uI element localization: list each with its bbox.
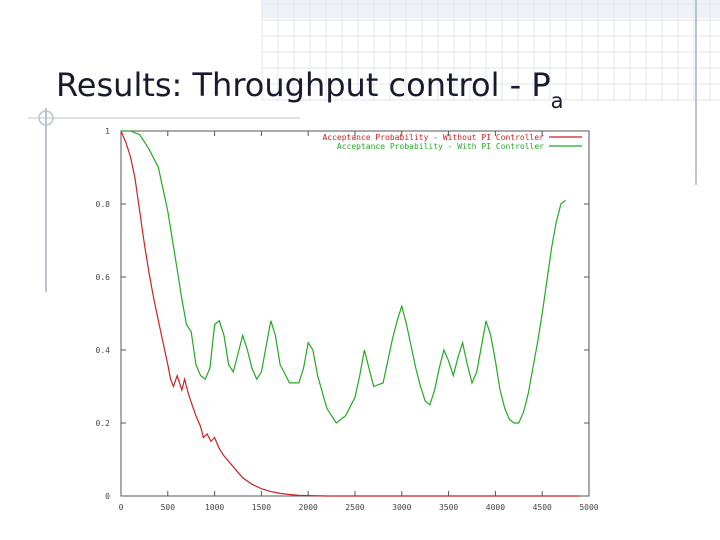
x-tick-label: 3000 [392,503,411,512]
y-tick-label: 0.8 [96,200,111,209]
x-tick-label: 500 [161,503,176,512]
legend-label-1: Acceptance Probability - Without PI Cont… [322,133,544,142]
x-tick-label: 4000 [486,503,505,512]
x-tick-label: 2500 [345,503,364,512]
y-tick-label: 0 [105,492,110,501]
x-tick-label: 1500 [252,503,271,512]
x-tick-label: 4500 [533,503,552,512]
slide-title-subscript: a [550,89,564,113]
legend-label-2: Acceptance Probability - With PI Control… [337,142,544,151]
y-tick-label: 0.4 [96,346,111,355]
slide-title: Results: Throughput control - Pa [56,66,564,113]
x-tick-label: 5000 [579,503,598,512]
top-right-grid-pattern [261,0,720,101]
x-tick-label: 2000 [299,503,318,512]
plot-frame [120,130,590,497]
y-tick-label: 0.2 [96,419,111,428]
series-layer [120,130,580,497]
x-axis-ticks: 0 500 1000 1500 2000 2500 3000 3500 4000 4500 5000 [119,131,599,512]
x-tick-label: 3500 [439,503,458,512]
x-tick-label: 0 [119,503,124,512]
y-tick-label: 1 [105,127,110,136]
y-axis-ticks: 0 0.2 0.4 0.6 0.8 1 [96,127,589,501]
chart-legend: Acceptance Probability - Without PI Cont… [322,133,582,151]
slide-title-main: Results: Throughput control - P [56,66,551,104]
x-tick-label: 1000 [205,503,224,512]
title-corner-circle [38,110,54,126]
series-line-1 [120,130,580,497]
series-line-2 [121,130,566,424]
y-tick-label: 0.6 [96,273,111,282]
